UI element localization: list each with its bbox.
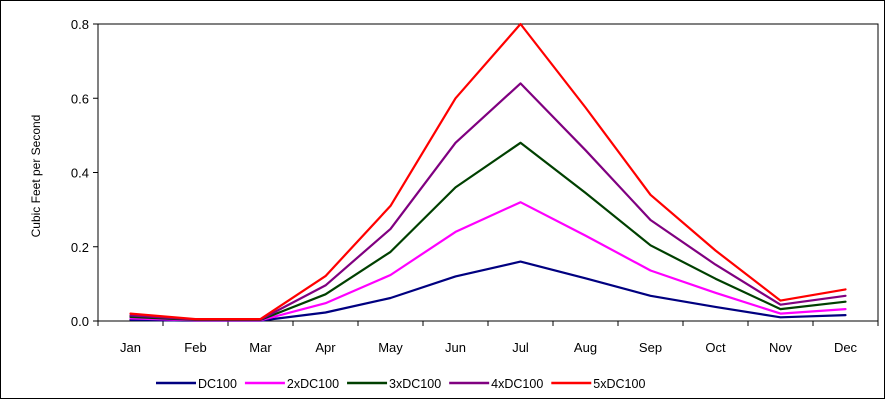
x-axis: Jan Feb Mar Apr May Jun Jul Aug Sep Oct Nov Dec <box>97 321 879 355</box>
y-tick-label: 0.4 <box>71 166 89 181</box>
y-axis-title: Cubic Feet per Second <box>29 115 43 238</box>
y-tick-label: 0.0 <box>71 314 89 329</box>
legend-label: 5xDC100 <box>593 377 645 391</box>
x-tick-label: Jun <box>445 340 466 355</box>
y-tick-label: 0.6 <box>71 91 89 106</box>
x-tick-label: Jan <box>120 340 141 355</box>
legend-label: 4xDC100 <box>491 377 543 391</box>
legend: DC100 2xDC100 3xDC100 4xDC100 5xDC100 <box>156 377 645 391</box>
x-tick-label: Nov <box>769 340 793 355</box>
series-line-5xdc100 <box>129 22 847 321</box>
y-tick-label: 0.2 <box>71 240 89 255</box>
legend-label: 3xDC100 <box>389 377 441 391</box>
y-axis: 0.0 0.2 0.4 0.6 0.8 <box>71 17 98 329</box>
x-tick-label: Sep <box>639 340 662 355</box>
plot-area <box>97 23 879 322</box>
y-tick-label: 0.8 <box>71 17 89 32</box>
x-tick-label: May <box>378 340 403 355</box>
legend-label: DC100 <box>198 377 237 391</box>
x-tick-label: Mar <box>249 340 272 355</box>
x-tick-label: Dec <box>834 340 858 355</box>
x-tick-label: Apr <box>315 340 336 355</box>
legend-label: 2xDC100 <box>287 377 339 391</box>
x-tick-label: Aug <box>574 340 597 355</box>
x-tick-label: Oct <box>705 340 726 355</box>
x-tick-label: Feb <box>184 340 206 355</box>
x-tick-label: Jul <box>512 340 529 355</box>
series-lines <box>129 22 847 322</box>
